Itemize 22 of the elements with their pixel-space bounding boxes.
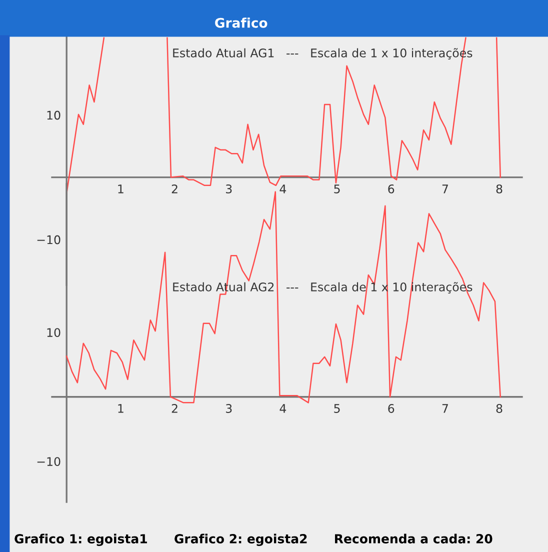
x-tick-label: 8	[496, 404, 502, 413]
x-tick-label: 1	[118, 184, 124, 194]
x-tick-label: 2	[172, 404, 178, 413]
y-tick-label: −10	[37, 457, 60, 466]
x-tick-label: 3	[226, 404, 232, 413]
x-tick-label: 1	[118, 404, 124, 413]
x-tick-label: 4	[280, 404, 286, 413]
x-tick-label: 5	[334, 184, 340, 194]
text: Grafico 1: egoista1 Grafico 2: egoista2 Recomenda a cada: 20	[14, 534, 492, 546]
y-tick-label: −10	[37, 235, 60, 244]
x-tick-label: 8	[496, 184, 502, 194]
y-tick-label: 10	[47, 110, 60, 120]
x-tick-label: 4	[280, 184, 286, 194]
x-tick-label: 2	[172, 184, 178, 194]
x-tick-label: 3	[226, 184, 232, 194]
x-tick-label: 6	[388, 184, 394, 194]
x-tick-label: 5	[334, 404, 340, 413]
x-tick-label: 6	[388, 404, 394, 413]
y-tick-label: 10	[47, 328, 60, 338]
x-tick-label: 7	[442, 404, 448, 413]
x-tick-label: 7	[442, 184, 448, 194]
text: Grafico	[215, 18, 268, 28]
